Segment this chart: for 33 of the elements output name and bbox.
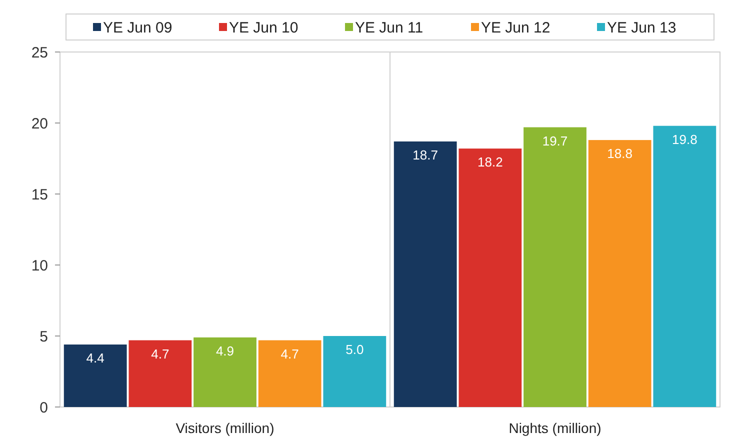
y-tick-label: 10 (31, 257, 48, 274)
bar (194, 337, 256, 407)
y-tick-label: 5 (40, 328, 48, 346)
data-label: 4.4 (86, 350, 104, 366)
data-label: 4.7 (151, 346, 170, 362)
y-tick-label: 15 (31, 186, 48, 204)
bar (128, 340, 192, 407)
x-tick-label: Visitors (million) (176, 420, 274, 436)
bar (458, 148, 522, 407)
data-label: 18.2 (478, 154, 503, 170)
data-label: 19.8 (672, 132, 698, 147)
bar (258, 340, 322, 407)
data-label: 4.7 (280, 346, 299, 362)
y-tick-label: 0 (40, 399, 48, 416)
data-label: 19.7 (542, 133, 568, 148)
legend-label: YE Jun 12 (481, 19, 550, 36)
data-label: 18.8 (607, 146, 632, 162)
x-tick-label: Nights (million) (508, 420, 602, 436)
bar (588, 140, 652, 407)
legend-label: YE Jun 10 (229, 19, 298, 36)
bar (64, 344, 127, 407)
y-tick-label: 20 (31, 115, 48, 132)
bar (524, 127, 586, 407)
data-label: 4.9 (216, 343, 234, 358)
legend-label: YE Jun 09 (103, 19, 172, 36)
bar (394, 141, 457, 407)
data-label: 5.0 (346, 342, 364, 357)
legend-label: YE Jun 11 (355, 19, 424, 36)
y-tick-label: 25 (31, 44, 48, 62)
bar (653, 126, 716, 407)
bar (323, 336, 386, 407)
legend-label: YE Jun 13 (607, 19, 676, 36)
data-label: 18.7 (412, 147, 438, 162)
